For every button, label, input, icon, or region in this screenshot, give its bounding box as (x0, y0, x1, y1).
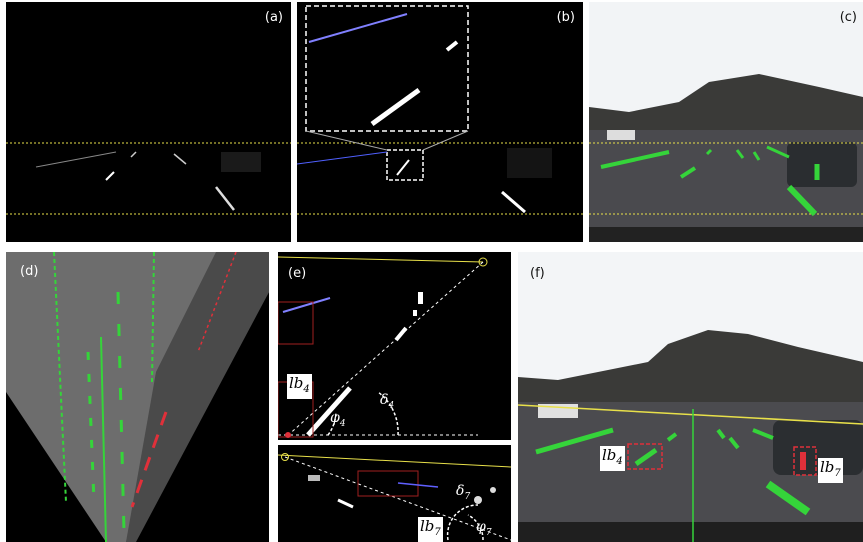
panel-c-label: (c) (839, 10, 857, 25)
panel-e-label: (e) (288, 266, 307, 281)
lb4-tag: lb4 (287, 374, 312, 399)
lane-marking (735, 149, 745, 159)
lane-marking-lb4 (634, 447, 658, 467)
bev-lane-occluded (130, 411, 168, 508)
delta7-label: δ7 (456, 483, 471, 502)
guide-line (284, 456, 511, 541)
horizon-line (278, 454, 511, 468)
lane-marking (600, 150, 670, 169)
lane-edge (35, 151, 117, 168)
hills (589, 74, 863, 132)
lane-edge (337, 498, 354, 509)
lb7-tag-e: lb7 (418, 517, 443, 542)
lane-marking (728, 436, 740, 450)
lane-edge (418, 292, 423, 304)
panel-e-bottom-image (278, 453, 511, 541)
lb7-tag-f: lb7 (818, 458, 843, 483)
panel-d-image (6, 252, 269, 542)
bev-lane (100, 336, 107, 542)
horizon-line (518, 404, 863, 425)
lb7-box (793, 446, 817, 476)
vehicle-blob (490, 487, 496, 493)
zoom-lane-edge (308, 13, 408, 43)
panel-b: (b) (297, 2, 583, 242)
lane-edge (297, 151, 388, 165)
panel-e-top: (e) lb4 φ4 δ4 (278, 252, 511, 440)
lb4-box (627, 443, 663, 470)
panel-f-label: (f) (530, 266, 545, 281)
phi4-label: φ4 (330, 410, 346, 429)
roi-box (278, 301, 314, 345)
zoom-connector (422, 130, 469, 151)
lane-edge (413, 310, 417, 316)
delta4-label: δ4 (380, 392, 395, 411)
horizon-line (278, 256, 484, 263)
vehicle-blob (474, 496, 482, 504)
angle-arc (327, 411, 337, 436)
vanishing-point (478, 257, 488, 267)
lane-edge (105, 171, 115, 181)
panel-b-label: (b) (556, 10, 575, 25)
lane-edge-lb4 (306, 386, 352, 437)
lane-marking (705, 148, 713, 156)
phi7-label: φ7 (476, 519, 492, 538)
panel-e-bottom: δ7 lb7 φ7 (278, 445, 511, 542)
lane-marking (765, 480, 811, 516)
zoom-source-box (386, 149, 424, 181)
lane-edge (173, 153, 187, 165)
panel-f: (f) lb4 lb7 (518, 252, 863, 542)
panel-a-image (6, 142, 291, 215)
lane-marking (679, 166, 697, 179)
lane-marking (535, 427, 614, 455)
lane-marking (766, 145, 790, 159)
lane-edge (396, 159, 410, 176)
lane-edge (215, 186, 235, 211)
guide-line (285, 261, 484, 438)
panel-e-top-image (278, 256, 488, 438)
panel-b-image (297, 5, 583, 215)
angle-arc (446, 504, 479, 541)
zoom-lane-edge (370, 87, 421, 127)
lane-edge (394, 326, 408, 342)
roi-box (357, 470, 419, 497)
bev-lane (86, 351, 96, 503)
lane-edge (130, 151, 137, 158)
lb4-tag-f: lb4 (600, 446, 625, 471)
vehicle-edges (221, 152, 261, 172)
panel-a-label: (a) (264, 10, 283, 25)
bev-lane (151, 252, 155, 383)
panel-c-image (589, 2, 863, 242)
hills (518, 330, 863, 412)
lane-edge (397, 482, 439, 488)
dashboard (589, 227, 863, 242)
angle-arc (467, 514, 484, 541)
vehicle (787, 142, 857, 187)
lane-marking (752, 428, 774, 440)
lane-marking (752, 151, 761, 161)
panel-d-label: (d) (20, 264, 39, 279)
vehicle-edges (507, 148, 552, 178)
panel-f-image (518, 252, 863, 542)
panel-d: (d) (6, 252, 269, 542)
lane-edge (282, 297, 331, 313)
zoom-lane-edge (445, 40, 459, 52)
zoom-connector (305, 130, 388, 151)
anchor-point (285, 432, 291, 438)
lane-edge (501, 190, 526, 214)
lane-marking (666, 432, 678, 442)
truck (607, 130, 635, 140)
lane-marking (716, 428, 726, 440)
panel-c: (c) (589, 2, 863, 242)
dashboard (518, 522, 863, 542)
lane-marking (786, 184, 818, 217)
panel-a: (a) (6, 2, 291, 242)
warped-vehicle-region (126, 252, 269, 542)
vanishing-point (281, 453, 289, 461)
bev-lane (116, 291, 126, 533)
edge-blob (308, 475, 320, 481)
